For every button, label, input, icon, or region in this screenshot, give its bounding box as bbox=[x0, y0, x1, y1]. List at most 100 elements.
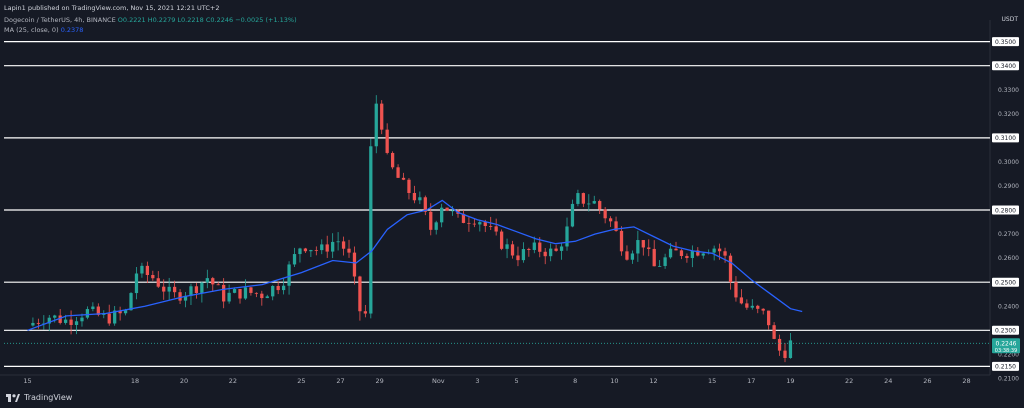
candle-body bbox=[625, 251, 629, 260]
candle-body bbox=[129, 293, 133, 311]
candle-body bbox=[401, 177, 406, 180]
candle-body bbox=[167, 286, 171, 292]
candle-body bbox=[510, 244, 515, 256]
candle-body bbox=[750, 305, 754, 308]
level-label-box bbox=[992, 361, 1019, 371]
candle-body bbox=[227, 292, 231, 302]
y-tick-label: 0.2200 bbox=[998, 351, 1019, 358]
x-tick-label: 24 bbox=[884, 377, 892, 385]
candle-body bbox=[91, 306, 95, 310]
current-price-label: 0.2246 bbox=[996, 340, 1017, 347]
candle-body bbox=[636, 240, 640, 254]
x-tick-label: 22 bbox=[229, 377, 237, 385]
candle-body bbox=[527, 249, 531, 250]
candle-body bbox=[74, 321, 79, 325]
candle-body bbox=[363, 311, 368, 314]
level-label-box bbox=[992, 133, 1019, 143]
candle-body bbox=[565, 226, 569, 247]
ma-label: MA (25, close, 0) bbox=[4, 26, 59, 34]
x-tick-label: 26 bbox=[923, 377, 931, 385]
candle-body bbox=[276, 285, 280, 291]
candle-body bbox=[113, 310, 117, 324]
candle-body bbox=[222, 284, 226, 302]
candle-body bbox=[336, 241, 340, 243]
candle-body bbox=[238, 289, 242, 299]
level-label-box bbox=[992, 325, 1019, 335]
candle-body bbox=[303, 248, 308, 252]
level-label-box bbox=[992, 37, 1019, 47]
candle-body bbox=[772, 325, 776, 339]
candle-body bbox=[358, 276, 362, 312]
candle-body bbox=[767, 310, 771, 326]
candle-body bbox=[47, 317, 51, 324]
candle-body bbox=[58, 315, 62, 323]
candle-body bbox=[412, 192, 417, 201]
level-label: 0.2800 bbox=[995, 207, 1016, 214]
x-tick-label: 29 bbox=[375, 377, 383, 385]
x-tick-label: 28 bbox=[962, 377, 970, 385]
candle-body bbox=[603, 209, 607, 219]
ma-legend: MA (25, close, 0) 0.2378 bbox=[4, 26, 83, 34]
candle-body bbox=[265, 296, 269, 299]
candle-body bbox=[254, 292, 259, 294]
candle-body bbox=[380, 103, 384, 130]
symbol-text: Dogecoin / TetherUS, 4h, BINANCE bbox=[4, 16, 116, 24]
candle-body bbox=[549, 248, 553, 257]
x-tick-label: 19 bbox=[786, 377, 794, 385]
candle-body bbox=[31, 322, 35, 326]
candle-body bbox=[538, 242, 542, 252]
candle-body bbox=[194, 286, 199, 293]
level-label-box bbox=[992, 205, 1019, 215]
x-tick-label: 25 bbox=[297, 377, 305, 385]
candle-body bbox=[96, 306, 100, 315]
y-tick-label: 0.2900 bbox=[998, 183, 1019, 190]
candle-body bbox=[652, 248, 656, 267]
candle-body bbox=[249, 287, 253, 293]
candle-body bbox=[521, 249, 526, 261]
y-tick-label: 0.3000 bbox=[998, 159, 1019, 166]
candle-body bbox=[690, 250, 694, 259]
candle-body bbox=[69, 319, 73, 325]
brand-text: TradingView bbox=[24, 393, 73, 402]
candle-body bbox=[429, 211, 433, 230]
candle-body bbox=[298, 248, 302, 255]
candle-body bbox=[505, 244, 509, 249]
ma-line bbox=[27, 199, 803, 331]
candle-body bbox=[145, 265, 150, 276]
candle-body bbox=[183, 295, 188, 301]
candle-body bbox=[734, 282, 738, 298]
publisher-text: Lapin1 published on TradingView.com, Nov… bbox=[4, 4, 220, 12]
candle-body bbox=[434, 222, 438, 230]
candle-body bbox=[592, 201, 596, 204]
x-tick-label: 22 bbox=[845, 377, 853, 385]
candle-body bbox=[123, 310, 128, 314]
candle-body bbox=[85, 309, 90, 318]
x-tick-label: 10 bbox=[610, 377, 618, 385]
level-label: 0.2500 bbox=[995, 279, 1016, 286]
candle-body bbox=[581, 193, 585, 204]
symbol-line: Dogecoin / TetherUS, 4h, BINANCE O0.2221… bbox=[4, 16, 297, 24]
x-tick-label: 5 bbox=[514, 377, 518, 385]
candle-body bbox=[668, 248, 673, 258]
x-tick-label: 18 bbox=[131, 377, 139, 385]
candle-body bbox=[532, 242, 536, 250]
candle-body bbox=[347, 248, 351, 253]
candle-body bbox=[461, 213, 466, 223]
x-tick-label: 12 bbox=[649, 377, 657, 385]
x-tick-label: 27 bbox=[336, 377, 344, 385]
candle-body bbox=[712, 248, 716, 253]
candle-body bbox=[325, 244, 329, 252]
candle-body bbox=[472, 223, 476, 225]
candle-body bbox=[499, 231, 504, 249]
candle-body bbox=[107, 313, 111, 324]
candle-body bbox=[216, 284, 220, 286]
y-tick-label: 0.3300 bbox=[998, 87, 1019, 94]
candle-body bbox=[587, 203, 591, 205]
candle-body bbox=[390, 152, 395, 168]
candle-body bbox=[483, 222, 487, 227]
candle-body bbox=[489, 226, 493, 227]
candle-body bbox=[478, 222, 482, 225]
candle-body bbox=[717, 248, 722, 252]
candle-body bbox=[647, 247, 651, 249]
